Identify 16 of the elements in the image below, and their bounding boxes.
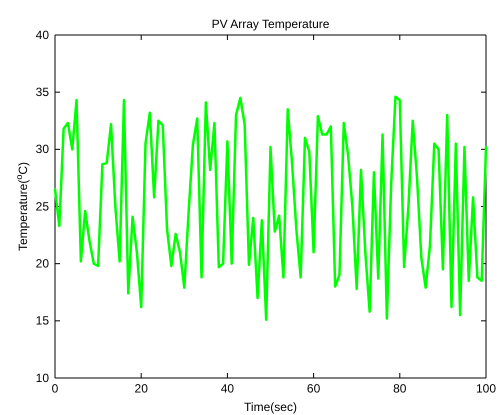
y-tick-label: 20: [36, 256, 50, 271]
chart-title: PV Array Temperature: [212, 17, 330, 31]
x-tick-label: 20: [134, 382, 148, 396]
y-tick-label: 35: [36, 85, 50, 100]
x-tick-label: 60: [306, 382, 321, 396]
x-tick-label: 80: [393, 382, 407, 396]
y-tick-label: 10: [36, 370, 50, 385]
y-tick-label: 30: [36, 142, 50, 156]
y-tick-label: 15: [36, 314, 50, 328]
x-tick-label: 100: [476, 382, 496, 396]
y-tick-label: 40: [36, 28, 50, 42]
x-axis-title: Time(sec): [244, 400, 297, 414]
x-tick-label: 40: [220, 382, 234, 396]
x-tick-label: 0: [52, 382, 59, 396]
line-series: [54, 95, 488, 321]
y-tick-label: 25: [36, 199, 50, 214]
